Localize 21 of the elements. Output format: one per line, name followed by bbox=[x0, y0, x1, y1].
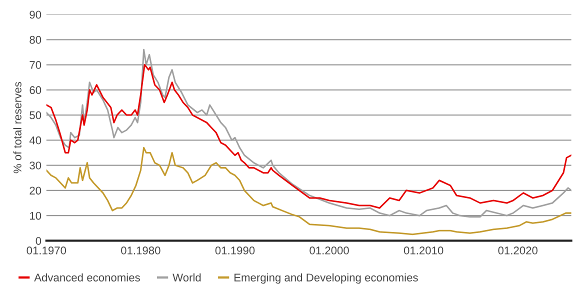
line-series bbox=[46, 146, 572, 236]
y-tick-label: 80 bbox=[30, 36, 42, 44]
x-tick-label: 01.1990 bbox=[215, 246, 255, 254]
y-tick-label: 50 bbox=[30, 111, 42, 120]
x-tick-label: 01.2000 bbox=[310, 246, 349, 254]
y-tick-label: 40 bbox=[29, 136, 42, 144]
legend-label: Emerging and Developing economies bbox=[234, 273, 418, 284]
legend-label: Advanced economies bbox=[34, 273, 140, 282]
y-tick-label: 90 bbox=[30, 10, 42, 19]
y-tick-label: 30 bbox=[30, 162, 42, 170]
y-tick-label: 10 bbox=[30, 212, 42, 220]
y-tick-label: 0 bbox=[36, 236, 42, 245]
x-tick-label: 01.2020 bbox=[498, 246, 538, 254]
legend-label: World bbox=[172, 273, 201, 282]
y-axis-title: % of total reserves bbox=[13, 82, 22, 174]
x-tick-label: 01.2010 bbox=[404, 246, 444, 254]
y-tick-label: 60 bbox=[30, 86, 42, 94]
y-tick-label: 70 bbox=[30, 61, 42, 69]
x-tick-label: 01.1980 bbox=[121, 246, 160, 254]
y-tick-label: 20 bbox=[30, 186, 42, 195]
x-tick-label: 01.1970 bbox=[26, 246, 66, 254]
